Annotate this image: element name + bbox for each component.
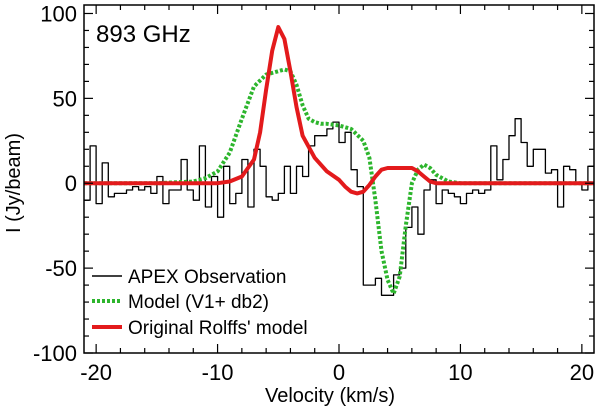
legend-label-model: Model (V1+ db2) <box>128 292 269 313</box>
x-tick-label: 0 <box>333 360 345 385</box>
legend-label-observation: APEX Observation <box>128 267 286 288</box>
ticks-layer <box>84 5 594 354</box>
y-tick-label: 100 <box>40 1 77 26</box>
y-tick-label: -100 <box>33 341 77 366</box>
y-axis-title: I (Jy/beam) <box>3 133 25 233</box>
x-tick-label: -10 <box>202 360 234 385</box>
y-tick-label: 50 <box>53 86 77 111</box>
x-tick-label: 10 <box>448 360 472 385</box>
x-tick-label: -20 <box>80 360 112 385</box>
series-model-v1-db2 <box>84 67 594 296</box>
y-tick-label: -50 <box>45 256 77 281</box>
series-layer <box>84 25 594 296</box>
x-axis-title: Velocity (km/s) <box>265 385 395 407</box>
legend: APEX Observation Model (V1+ db2) Origina… <box>92 267 308 339</box>
series-rolffs-model <box>84 25 594 196</box>
x-tick-label: 20 <box>570 360 594 385</box>
y-tick-label: 0 <box>65 171 77 196</box>
annotation-frequency: 893 GHz <box>96 21 191 48</box>
legend-label-rolffs: Original Rolffs' model <box>128 318 308 339</box>
series-apex-observation <box>84 118 594 296</box>
